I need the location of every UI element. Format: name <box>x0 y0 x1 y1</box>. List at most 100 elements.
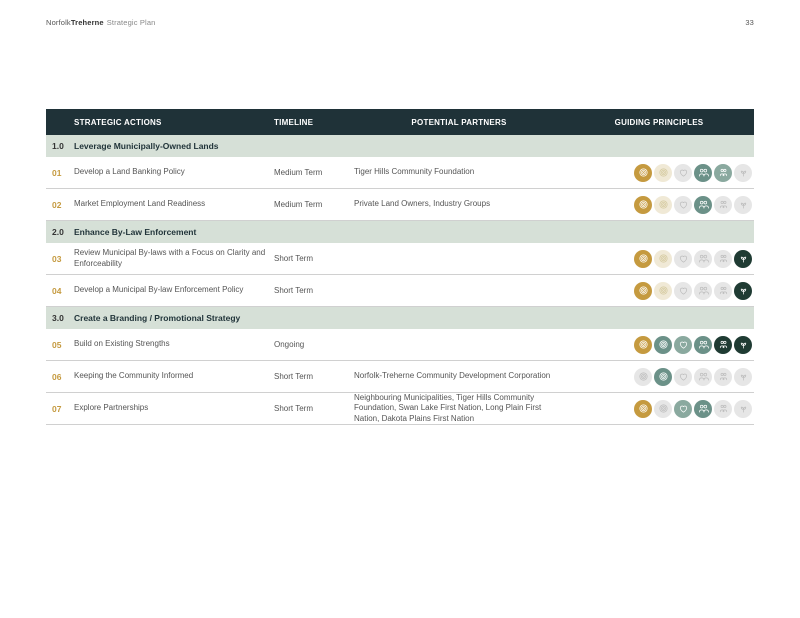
principle-people-icon <box>694 282 712 300</box>
table-row: 02 Market Employment Land Readiness Medi… <box>46 189 754 221</box>
principle-plant-icon <box>734 250 752 268</box>
row-num: 06 <box>46 372 74 382</box>
principle-target-icon <box>654 250 672 268</box>
principle-pair-icon <box>714 250 732 268</box>
col-timeline-header: TIMELINE <box>274 118 354 127</box>
table-header: STRATEGIC ACTIONS TIMELINE POTENTIAL PAR… <box>46 109 754 135</box>
row-num: 03 <box>46 254 74 264</box>
col-principles-header: GUIDING PRINCIPLES <box>564 118 754 127</box>
principle-heart-icon <box>674 368 692 386</box>
row-principles <box>564 282 754 300</box>
principle-heart-icon <box>674 164 692 182</box>
section-header: 3.0 Create a Branding / Promotional Stra… <box>46 307 754 329</box>
principle-people-icon <box>694 164 712 182</box>
table-row: 06 Keeping the Community Informed Short … <box>46 361 754 393</box>
principle-heart-icon <box>674 336 692 354</box>
principle-target-icon <box>654 368 672 386</box>
section-num: 3.0 <box>46 313 74 323</box>
row-principles <box>564 368 754 386</box>
row-action: Develop a Land Banking Policy <box>74 167 274 177</box>
principle-target-icon <box>634 400 652 418</box>
principle-target-icon <box>654 164 672 182</box>
row-action: Build on Existing Strengths <box>74 339 274 349</box>
principle-heart-icon <box>674 196 692 214</box>
principle-plant-icon <box>734 282 752 300</box>
row-action: Keeping the Community Informed <box>74 371 274 381</box>
principle-target-icon <box>634 282 652 300</box>
table-row: 03 Review Municipal By-laws with a Focus… <box>46 243 754 275</box>
table-row: 07 Explore Partnerships Short Term Neigh… <box>46 393 754 425</box>
section-title: Enhance By-Law Enforcement <box>74 227 274 237</box>
principle-pair-icon <box>714 164 732 182</box>
principle-plant-icon <box>734 368 752 386</box>
principle-pair-icon <box>714 368 732 386</box>
principle-target-icon <box>634 250 652 268</box>
principle-plant-icon <box>734 336 752 354</box>
principle-people-icon <box>694 250 712 268</box>
page-header: NorfolkTreherneStrategic Plan 33 <box>46 18 754 27</box>
principle-heart-icon <box>674 282 692 300</box>
principle-pair-icon <box>714 400 732 418</box>
row-timeline: Short Term <box>274 254 354 263</box>
row-timeline: Medium Term <box>274 168 354 177</box>
row-num: 07 <box>46 404 74 414</box>
principle-target-icon <box>634 368 652 386</box>
row-timeline: Short Term <box>274 404 354 413</box>
col-partners-header: POTENTIAL PARTNERS <box>354 118 564 127</box>
row-principles <box>564 336 754 354</box>
brand-bold: Treherne <box>71 18 104 27</box>
principle-pair-icon <box>714 282 732 300</box>
principle-people-icon <box>694 336 712 354</box>
section-num: 1.0 <box>46 141 74 151</box>
section-num: 2.0 <box>46 227 74 237</box>
row-action: Review Municipal By-laws with a Focus on… <box>74 248 274 269</box>
principle-plant-icon <box>734 164 752 182</box>
principle-plant-icon <box>734 400 752 418</box>
brand: NorfolkTreherneStrategic Plan <box>46 18 156 27</box>
row-timeline: Ongoing <box>274 340 354 349</box>
row-timeline: Medium Term <box>274 200 354 209</box>
page-number: 33 <box>745 18 754 27</box>
section-title: Leverage Municipally-Owned Lands <box>74 141 274 151</box>
brand-regular: Norfolk <box>46 18 71 27</box>
principle-heart-icon <box>674 250 692 268</box>
col-actions-header: STRATEGIC ACTIONS <box>74 118 274 127</box>
row-num: 02 <box>46 200 74 210</box>
principle-heart-icon <box>674 400 692 418</box>
principle-target-icon <box>634 164 652 182</box>
principle-target-icon <box>654 336 672 354</box>
principle-pair-icon <box>714 196 732 214</box>
brand-light: Strategic Plan <box>107 18 156 27</box>
table-row: 05 Build on Existing Strengths Ongoing <box>46 329 754 361</box>
section-title: Create a Branding / Promotional Strategy <box>74 313 274 323</box>
row-partners: Norfolk-Treherne Community Development C… <box>354 371 564 381</box>
principle-pair-icon <box>714 336 732 354</box>
row-action: Develop a Municipal By-law Enforcement P… <box>74 285 274 295</box>
principle-people-icon <box>694 400 712 418</box>
principle-target-icon <box>654 196 672 214</box>
principle-people-icon <box>694 368 712 386</box>
row-principles <box>564 164 754 182</box>
table-row: 01 Develop a Land Banking Policy Medium … <box>46 157 754 189</box>
row-timeline: Short Term <box>274 372 354 381</box>
row-num: 01 <box>46 168 74 178</box>
principle-people-icon <box>694 196 712 214</box>
table-row: 04 Develop a Municipal By-law Enforcemen… <box>46 275 754 307</box>
principle-target-icon <box>634 196 652 214</box>
row-action: Explore Partnerships <box>74 403 274 413</box>
section-header: 2.0 Enhance By-Law Enforcement <box>46 221 754 243</box>
row-num: 05 <box>46 340 74 350</box>
row-principles <box>564 250 754 268</box>
principle-target-icon <box>654 282 672 300</box>
row-partners: Tiger Hills Community Foundation <box>354 167 564 177</box>
row-partners: Private Land Owners, Industry Groups <box>354 199 564 209</box>
table-body: 1.0 Leverage Municipally-Owned Lands 01 … <box>46 135 754 425</box>
row-partners: Neighbouring Municipalities, Tiger Hills… <box>354 393 564 424</box>
page: NorfolkTreherneStrategic Plan 33 STRATEG… <box>0 0 800 618</box>
row-principles <box>564 196 754 214</box>
row-timeline: Short Term <box>274 286 354 295</box>
row-action: Market Employment Land Readiness <box>74 199 274 209</box>
row-principles <box>564 400 754 418</box>
row-num: 04 <box>46 286 74 296</box>
principle-target-icon <box>634 336 652 354</box>
